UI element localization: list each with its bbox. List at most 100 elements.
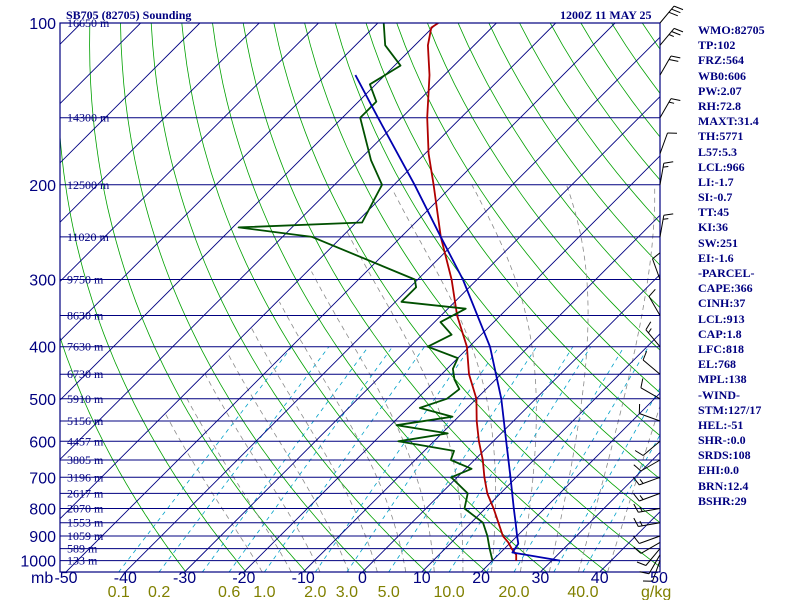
temperature-tick-label: 50 [650,570,668,587]
mixing-ratio-line [388,346,537,572]
sounding-index-item: EI:-1.6 [698,250,734,265]
mixing-ratio-label: 10.0 [434,584,465,600]
wind-barb [633,517,661,527]
wind-barb [633,535,661,544]
height-label: 7630 m [67,340,104,354]
dry-adiabat-line [242,23,608,572]
axis-labels: 16650 m 14300 m 12500 m 11020 m 9750 m 8630 m… [20,16,671,600]
moist-adiabat-line [311,271,435,572]
mixing-ratio-line [158,346,330,572]
moist-adiabat-line [471,184,537,572]
sounding-index-item: WMO:82705 [698,23,765,37]
height-label: 12500 m [67,178,110,192]
sounding-index-item: FRZ:564 [698,53,744,68]
dry-adiabat-line [120,23,367,572]
parcel-line [354,74,561,562]
sounding-profiles [237,23,561,562]
sounding-index-item: WB0:606 [698,68,746,83]
sounding-index-item: EL:768 [698,357,737,372]
pressure-unit-label: mb [31,570,53,587]
mixing-ratio-label: 3.0 [336,584,358,600]
temperature-tick-label: -20 [232,570,255,587]
isotherms [60,23,660,572]
height-label: 133 m [67,554,98,568]
moist-adiabat-line [578,184,656,572]
sounding-index-item: SW:251 [698,235,739,250]
isotherm-line [243,155,660,572]
sounding-indices-list: WMO:82705 TP:102 FRZ:564 WB0:606 PW:2.07 RH:7… [698,23,765,509]
wind-barb [638,403,661,422]
height-label: 589 m [67,542,98,556]
wind-barb [633,503,661,513]
height-label: 6730 m [67,367,104,381]
isotherm-line [60,23,201,164]
dry-adiabat-line [89,23,307,572]
height-label: 5156 m [67,414,104,428]
wind-barb [642,351,661,375]
dry-adiabat-line [60,131,247,572]
temperature-tick-label: 0 [358,570,367,587]
isotherm-line [60,23,379,342]
sounding-index-item: EHI:0.0 [698,463,740,478]
dry-adiabat-line [365,23,660,437]
wind-barb [633,492,661,502]
dry-adiabat-line [334,23,660,480]
sounding-index-item: BSHR:29 [698,493,747,508]
temperature-tick-label: 40 [591,570,609,587]
pressure-tick-label: 600 [29,434,56,451]
sounding-index-item: LCL:913 [698,311,745,326]
dry-adiabat-line [60,335,187,572]
mixing-ratio-line [513,346,649,572]
temperature-tick-label: -30 [173,570,196,587]
sounding-index-item: LCL:966 [698,159,745,174]
wind-barb [659,55,681,76]
height-label: 2070 m [67,502,104,516]
sounding-index-item: -PARCEL- [698,266,755,280]
isotherm-line [60,23,260,223]
mixing-ratio-label: 0.6 [218,584,240,600]
height-label: 1059 m [67,529,104,543]
dewpoint-line [237,23,494,561]
dry-adiabat-line [580,23,660,138]
mixing-ratio-label: 0.1 [108,584,130,600]
isotherm-line [480,392,660,572]
wind-barb [659,161,674,185]
height-label: 1553 m [67,516,104,530]
temperature-tick-label: -50 [54,570,77,587]
sounding-index-item: TH:5771 [698,129,744,144]
mixing-ratio-line [346,346,500,572]
mixing-ratio-label: 5.0 [378,584,400,600]
moist-adiabat-line [346,232,464,572]
mixing-ratio-line [486,346,625,572]
pressure-tick-label: 500 [29,392,56,409]
wind-barb [633,459,661,472]
dry-adiabat-line [150,23,427,572]
mixing-ratio-label: 2.0 [304,584,326,600]
height-label: 9750 m [67,273,104,287]
height-label: 11020 m [67,230,110,244]
height-label: 3196 m [67,470,104,484]
temperature-tick-label: -40 [114,570,137,587]
isotherm-line [124,36,660,572]
sounding-index-item: LFC:818 [698,341,744,356]
height-label: 5910 m [67,392,104,406]
wind-barb [640,378,661,400]
height-label: 4457 m [67,434,104,448]
mixing-ratio-line [582,434,660,572]
dry-adiabat-line [765,23,800,572]
wind-barb [645,321,661,348]
temperature-tick-label: -10 [292,570,315,587]
isotherm-line [60,23,438,401]
pressure-tick-label: 300 [29,273,56,290]
moist-adiabat-line [607,404,660,572]
sounding-index-item: MPL:138 [698,372,747,387]
moist-adiabat-line [226,352,350,572]
wind-barb [648,288,661,316]
moist-adiabat-line [279,301,407,572]
pressure-tick-label: 700 [29,470,56,487]
pressure-tick-label: 800 [29,502,56,519]
isotherm-line [60,23,557,520]
wind-barb [642,560,661,582]
wind-barb [634,440,661,456]
isotherm-line [302,214,660,572]
